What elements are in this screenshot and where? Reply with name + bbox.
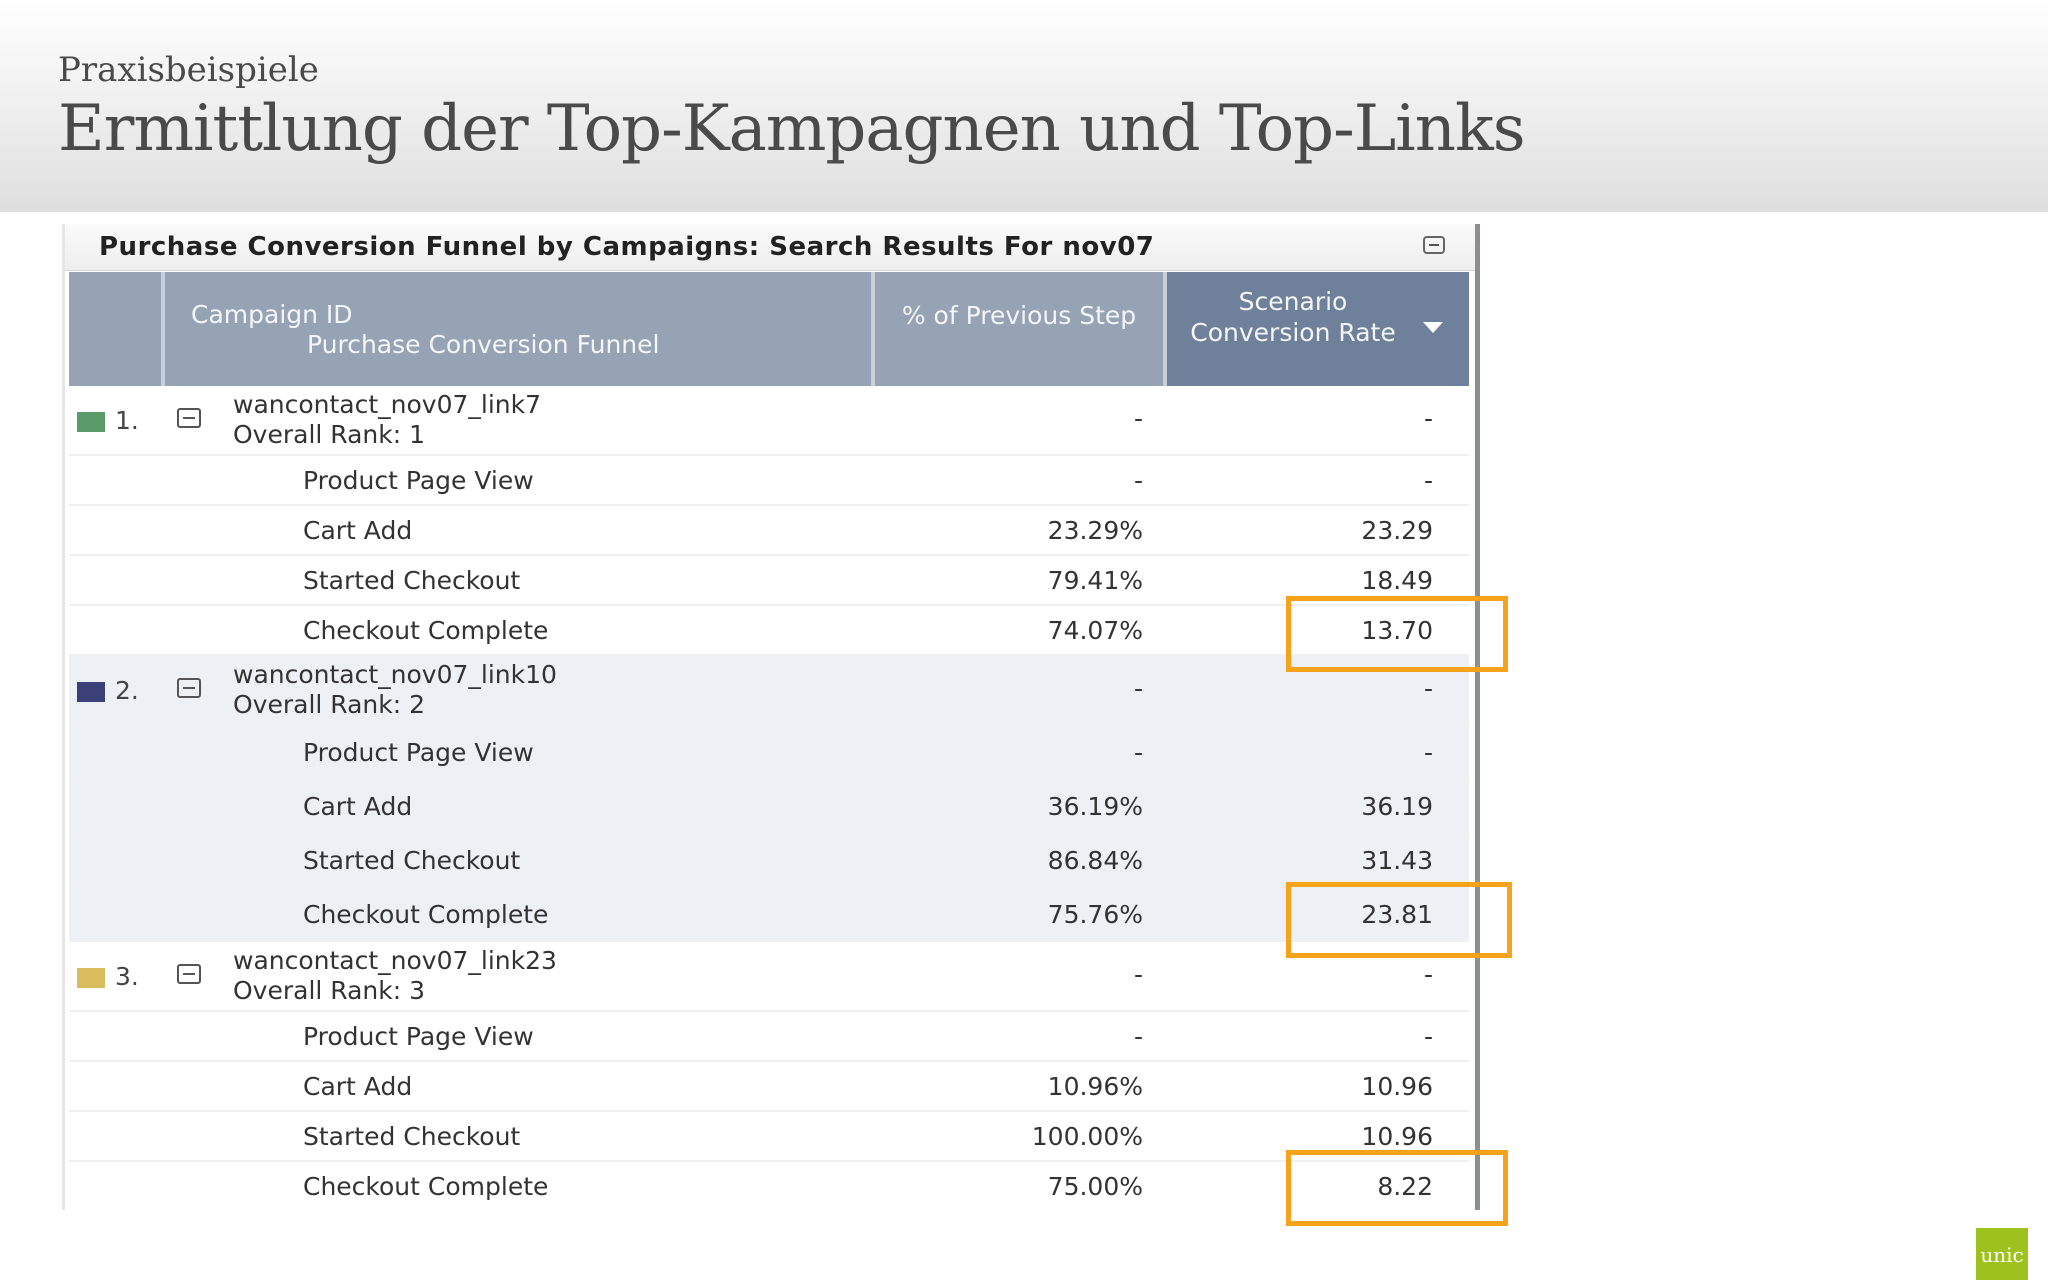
pct-previous-value: 74.07% (1047, 616, 1143, 645)
campaign-rank: 2. (115, 676, 139, 705)
funnel-step-row: Checkout Complete 75.76% 23.81 (69, 888, 1469, 942)
funnel-step-row: Checkout Complete 74.07% 13.70 (69, 606, 1469, 656)
pct-previous-value: - (1133, 738, 1143, 767)
funnel-step-row: Product Page View - - (69, 456, 1469, 506)
campaign-name: wancontact_nov07_link23 (233, 946, 557, 975)
campaign-row[interactable]: 1. wancontact_nov07_link7 Overall Rank: … (69, 386, 1469, 456)
step-name: Product Page View (303, 466, 534, 495)
scenario-rate-value: - (1423, 960, 1433, 989)
campaign-color-swatch (77, 968, 105, 988)
pct-previous-value: - (1133, 674, 1143, 703)
campaign-overall-rank: Overall Rank: 3 (233, 976, 426, 1005)
slide-kicker: Praxisbeispiele (58, 50, 319, 90)
campaign-rank: 3. (115, 962, 139, 991)
scenario-rate-value: - (1423, 674, 1433, 703)
pct-previous-value: 75.76% (1047, 900, 1143, 929)
step-name: Started Checkout (303, 846, 521, 875)
step-name: Started Checkout (303, 1122, 521, 1151)
funnel-step-row: Product Page View - - (69, 726, 1469, 780)
pct-previous-value: - (1133, 404, 1143, 433)
minus-box-icon[interactable] (1423, 236, 1445, 254)
table-header: Campaign ID Purchase Conversion Funnel %… (69, 272, 1469, 386)
table-body: 1. wancontact_nov07_link7 Overall Rank: … (69, 386, 1469, 1210)
campaign-row[interactable]: 3. wancontact_nov07_link23 Overall Rank:… (69, 942, 1469, 1012)
pct-previous-value: 79.41% (1047, 566, 1143, 595)
funnel-step-row: Cart Add 23.29% 23.29 (69, 506, 1469, 556)
campaign-overall-rank: Overall Rank: 1 (233, 420, 426, 449)
campaign-color-swatch (77, 412, 105, 432)
sort-desc-icon[interactable] (1423, 322, 1443, 333)
scenario-rate-value: - (1423, 404, 1433, 433)
funnel-step-row: Started Checkout 100.00% 10.96 (69, 1112, 1469, 1162)
funnel-step-row: Checkout Complete 75.00% 8.22 (69, 1162, 1469, 1210)
header-campaign-column[interactable]: Campaign ID Purchase Conversion Funnel (165, 272, 875, 386)
scenario-rate-value: 23.29 (1361, 516, 1433, 545)
campaign-row[interactable]: 2. wancontact_nov07_link10 Overall Rank:… (69, 656, 1469, 726)
campaign-label[interactable]: wancontact_nov07_link23 Overall Rank: 3 (233, 946, 557, 1006)
scenario-rate-value: - (1423, 466, 1433, 495)
step-name: Checkout Complete (303, 1172, 549, 1201)
pct-previous-value: - (1133, 1022, 1143, 1051)
header-campaign-id: Campaign ID (191, 300, 353, 329)
highlight-box-campaign-3 (1286, 1150, 1508, 1226)
header-funnel: Purchase Conversion Funnel (307, 330, 660, 359)
scenario-rate-value: 13.70 (1361, 616, 1433, 645)
header-pct-previous-step[interactable]: % of Previous Step (875, 272, 1167, 386)
campaign-color-swatch (77, 682, 105, 702)
scenario-rate-value: 23.81 (1361, 900, 1433, 929)
campaign-rank: 1. (115, 406, 139, 435)
pct-previous-value: 36.19% (1047, 792, 1143, 821)
step-name: Product Page View (303, 738, 534, 767)
funnel-step-row: Started Checkout 86.84% 31.43 (69, 834, 1469, 888)
campaign-name: wancontact_nov07_link7 (233, 390, 542, 419)
step-name: Cart Add (303, 516, 413, 545)
funnel-step-row: Product Page View - - (69, 1012, 1469, 1062)
scenario-rate-value: 18.49 (1361, 566, 1433, 595)
step-name: Cart Add (303, 792, 413, 821)
pct-previous-value: 75.00% (1047, 1172, 1143, 1201)
step-name: Checkout Complete (303, 616, 549, 645)
report-title-bar: Purchase Conversion Funnel by Campaigns:… (65, 224, 1475, 271)
campaign-name: wancontact_nov07_link10 (233, 660, 557, 689)
step-name: Started Checkout (303, 566, 521, 595)
scenario-rate-value: 10.96 (1361, 1072, 1433, 1101)
step-name: Cart Add (303, 1072, 413, 1101)
header-scenario-conversion-rate[interactable]: Scenario Conversion Rate (1167, 272, 1469, 386)
pct-previous-value: 100.00% (1031, 1122, 1143, 1151)
pct-previous-value: 86.84% (1047, 846, 1143, 875)
collapse-icon[interactable] (177, 408, 201, 428)
campaign-label[interactable]: wancontact_nov07_link10 Overall Rank: 2 (233, 660, 557, 720)
step-name: Checkout Complete (303, 900, 549, 929)
scenario-rate-value: 31.43 (1361, 846, 1433, 875)
scenario-rate-value: - (1423, 738, 1433, 767)
campaign-label[interactable]: wancontact_nov07_link7 Overall Rank: 1 (233, 390, 541, 450)
scenario-rate-value: 36.19 (1361, 792, 1433, 821)
slide-header: Praxisbeispiele Ermittlung der Top-Kampa… (0, 0, 2048, 212)
header-pct-previous-step-label: % of Previous Step (901, 301, 1137, 330)
pct-previous-value: 10.96% (1047, 1072, 1143, 1101)
scenario-rate-value: 8.22 (1377, 1172, 1433, 1201)
highlight-box-campaign-2 (1286, 882, 1512, 958)
report-title: Purchase Conversion Funnel by Campaigns:… (99, 232, 1155, 262)
collapse-icon[interactable] (177, 964, 201, 984)
highlight-box-campaign-1 (1286, 596, 1508, 672)
unic-logo: unic (1976, 1228, 2028, 1280)
header-rank-column (69, 272, 165, 386)
collapse-icon[interactable] (177, 678, 201, 698)
scenario-rate-value: 10.96 (1361, 1122, 1433, 1151)
pct-previous-value: - (1133, 466, 1143, 495)
report-panel: Purchase Conversion Funnel by Campaigns:… (62, 224, 1480, 1210)
funnel-step-row: Cart Add 10.96% 10.96 (69, 1062, 1469, 1112)
pct-previous-value: 23.29% (1047, 516, 1143, 545)
pct-previous-value: - (1133, 960, 1143, 989)
funnel-step-row: Cart Add 36.19% 36.19 (69, 780, 1469, 834)
campaign-overall-rank: Overall Rank: 2 (233, 690, 426, 719)
step-name: Product Page View (303, 1022, 534, 1051)
scenario-rate-value: - (1423, 1022, 1433, 1051)
slide-title: Ermittlung der Top-Kampagnen und Top-Lin… (58, 92, 1526, 166)
header-scenario-conversion-rate-label: Scenario Conversion Rate (1190, 287, 1396, 347)
funnel-step-row: Started Checkout 79.41% 18.49 (69, 556, 1469, 606)
